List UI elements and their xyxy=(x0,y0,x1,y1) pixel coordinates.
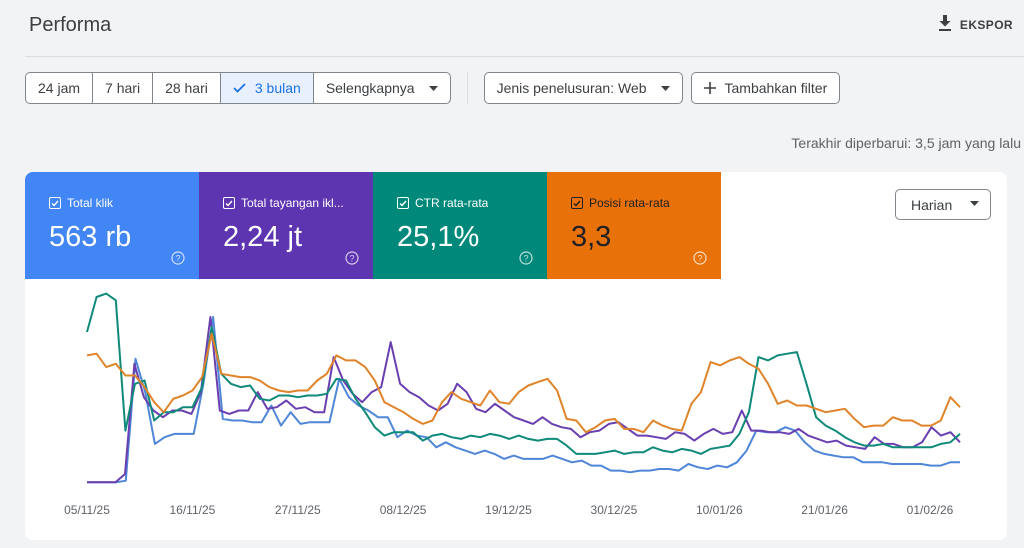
top-bar: Performa EKSPOR xyxy=(0,0,1024,56)
metric-label-row: CTR rata-rata xyxy=(397,196,488,210)
date-range-selector: 24 jam 7 hari 28 hari 3 bulan Selengkapn… xyxy=(25,72,451,104)
granularity-dropdown[interactable]: Harian xyxy=(895,189,991,220)
search-type-label: Jenis penelusuran: Web xyxy=(496,80,647,96)
x-tick-label: 30/12/25 xyxy=(591,503,638,517)
metric-label: Total tayangan ikl... xyxy=(241,196,344,210)
checkbox-checked-icon[interactable] xyxy=(397,197,409,209)
metric-label-row: Total tayangan ikl... xyxy=(223,196,344,210)
metric-label-row: Total klik xyxy=(49,196,113,210)
check-icon xyxy=(233,83,246,93)
range-label: Selengkapnya xyxy=(325,80,415,96)
range-label: 28 hari xyxy=(165,80,208,96)
search-type-dropdown[interactable]: Jenis penelusuran: Web xyxy=(483,72,683,104)
range-28-days[interactable]: 28 hari xyxy=(153,73,221,103)
svg-text:?: ? xyxy=(697,254,702,264)
metric-tab-average-ctr[interactable]: CTR rata-rata 25,1% ? xyxy=(373,172,547,279)
range-24-hours[interactable]: 24 jam xyxy=(26,73,94,103)
x-tick-label: 16/11/25 xyxy=(169,503,215,517)
metric-label: Total klik xyxy=(67,196,114,210)
x-tick-label: 08/12/25 xyxy=(380,503,427,517)
range-label: 24 jam xyxy=(38,80,81,96)
metric-tab-total-clicks[interactable]: Total klik 563 rb ? xyxy=(25,172,199,279)
svg-text:?: ? xyxy=(175,254,180,264)
metric-value: 563 rb xyxy=(49,221,132,253)
export-button[interactable]: EKSPOR xyxy=(938,15,1013,34)
range-3-months[interactable]: 3 bulan xyxy=(220,73,314,103)
series-line-2[interactable] xyxy=(86,292,961,455)
series-line-3[interactable] xyxy=(86,332,961,434)
series-line-1[interactable] xyxy=(87,316,961,484)
metric-value: 25,1% xyxy=(397,221,480,253)
caret-down-icon xyxy=(970,201,979,206)
caret-down-icon xyxy=(660,85,670,91)
plus-icon xyxy=(703,82,716,94)
performance-line-chart: 05/11/25 16/11/25 27/11/25 08/12/25 19/12/25… xyxy=(25,279,1007,540)
x-tick-label: 21/01/26 xyxy=(801,503,848,517)
x-tick-label: 19/12/25 xyxy=(485,503,532,517)
add-filter-label: Tambahkan filter xyxy=(724,80,828,96)
page-title: Performa xyxy=(29,14,112,36)
granularity-label: Harian xyxy=(911,196,953,213)
metric-label: CTR rata-rata xyxy=(415,196,489,210)
range-label: 3 bulan xyxy=(254,80,301,96)
svg-text:?: ? xyxy=(349,254,354,264)
caret-down-icon xyxy=(428,85,438,91)
export-label: EKSPOR xyxy=(959,17,1013,32)
last-updated-text: Terakhir diperbarui: 3,5 jam yang lalu xyxy=(791,135,1021,151)
chart-svg: 05/11/25 16/11/25 27/11/25 08/12/25 19/12/25… xyxy=(64,292,961,517)
help-icon[interactable]: ? xyxy=(171,251,185,270)
help-icon[interactable]: ? xyxy=(693,251,707,270)
header-divider xyxy=(25,56,1024,57)
svg-text:?: ? xyxy=(523,254,528,264)
x-tick-label: 27/11/25 xyxy=(275,503,321,517)
x-tick-label: 05/11/25 xyxy=(64,503,110,517)
metric-tab-total-impressions[interactable]: Total tayangan ikl... 2,24 jt ? xyxy=(199,172,373,279)
filter-bar: 24 jam 7 hari 28 hari 3 bulan Selengkapn… xyxy=(25,72,841,104)
help-icon[interactable]: ? xyxy=(345,251,359,270)
checkbox-checked-icon[interactable] xyxy=(223,197,235,209)
checkbox-checked-icon[interactable] xyxy=(49,197,61,209)
metric-label: Posisi rata-rata xyxy=(589,196,670,210)
filter-divider xyxy=(466,72,468,104)
metric-value: 3,3 xyxy=(571,221,612,253)
help-icon[interactable]: ? xyxy=(519,251,533,270)
add-filter-button[interactable]: Tambahkan filter xyxy=(690,72,841,104)
performance-card: Total klik 563 rb ? Total tayangan ikl..… xyxy=(25,172,1007,540)
series-line-0[interactable] xyxy=(87,316,960,484)
range-more-dropdown[interactable]: Selengkapnya xyxy=(314,73,450,103)
metric-tab-average-position[interactable]: Posisi rata-rata 3,3 ? xyxy=(547,172,721,279)
range-7-days[interactable]: 7 hari xyxy=(93,73,154,103)
x-tick-label: 01/02/26 xyxy=(907,503,954,517)
x-tick-label: 10/01/26 xyxy=(696,503,743,517)
range-label: 7 hari xyxy=(105,80,141,96)
metric-label-row: Posisi rata-rata xyxy=(571,196,670,210)
metric-value: 2,24 jt xyxy=(223,221,302,253)
checkbox-checked-icon[interactable] xyxy=(571,197,583,209)
download-icon xyxy=(938,15,952,34)
